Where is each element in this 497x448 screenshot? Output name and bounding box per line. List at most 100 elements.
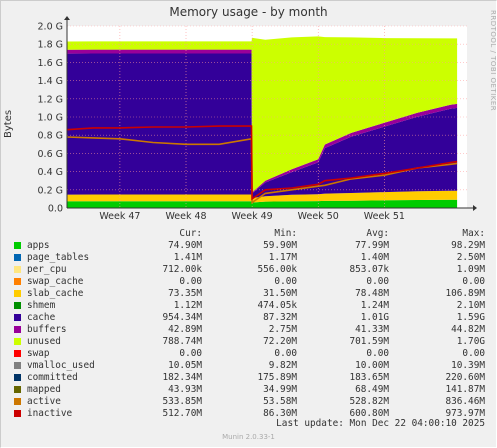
legend-min: 87.32M: [263, 312, 297, 323]
legend-max: 2.50M: [456, 252, 485, 263]
line-active: [66, 136, 458, 205]
legend-swatch: [14, 326, 21, 333]
legend-row-mapped: mapped 43.93M 34.99M 68.49M 141.87M: [0, 384, 497, 396]
legend-swatch: [14, 302, 21, 309]
legend-name: inactive: [27, 408, 73, 419]
legend-avg: 701.59M: [349, 336, 389, 347]
legend-swatch: [14, 386, 21, 393]
legend-swatch: [14, 314, 21, 321]
y-tick-label: 0.4 G: [38, 167, 64, 178]
y-tick-label: 0.2 G: [38, 185, 64, 196]
legend-header-max: Max:: [462, 228, 485, 239]
last-update: Last update: Mon Dec 22 04:00:10 2025: [276, 418, 485, 429]
legend-cur: 954.34M: [162, 312, 202, 323]
legend-avg: 1.01G: [360, 312, 389, 323]
y-tick-label: 1.0 G: [38, 113, 64, 124]
y-axis-arrow: [64, 16, 70, 20]
legend-row-per_cpu: per_cpu 712.00k 556.00k 853.07k 1.09M: [0, 264, 497, 276]
legend-cur: 533.85M: [162, 396, 202, 407]
x-tick-label: Week 48: [165, 211, 206, 222]
legend-name: cache: [27, 312, 56, 323]
legend-max: 2.10M: [456, 300, 485, 311]
legend-cur: 712.00k: [162, 264, 202, 275]
legend-row-shmem: shmem 1.12M 474.05k 1.24M 2.10M: [0, 300, 497, 312]
legend-max: 0.00: [462, 348, 485, 359]
legend-min: 0.00: [274, 348, 297, 359]
legend-cur: 42.89M: [168, 324, 202, 335]
legend-row-unused: unused 788.74M 72.20M 701.59M 1.70G: [0, 336, 497, 348]
legend-swatch: [14, 290, 21, 297]
legend-max: 0.00: [462, 276, 485, 287]
y-tick-label: 0.0: [48, 204, 63, 215]
rrdtool-credit: RRDTOOL / TOBI OETIKER: [489, 10, 497, 112]
legend-max: 836.46M: [445, 396, 485, 407]
legend-swatch: [14, 374, 21, 381]
legend-avg: 10.00M: [355, 360, 389, 371]
legend-avg: 528.82M: [349, 396, 389, 407]
legend-name: unused: [27, 336, 61, 347]
legend-min: 34.99M: [263, 384, 297, 395]
legend-swatch: [14, 410, 21, 417]
y-tick-label: 0.6 G: [38, 149, 64, 160]
legend-min: 9.82M: [268, 360, 297, 371]
legend-row-active: active 533.85M 53.58M 528.82M 836.46M: [0, 396, 497, 408]
legend-min: 556.00k: [257, 264, 297, 275]
legend-avg: 1.40M: [360, 252, 389, 263]
y-tick-label: 1.4 G: [38, 76, 64, 87]
legend-name: active: [27, 396, 61, 407]
legend-avg: 68.49M: [355, 384, 389, 395]
x-tick-label: Week 47: [99, 211, 140, 222]
legend-min: 474.05k: [257, 300, 297, 311]
legend-avg: 41.33M: [355, 324, 389, 335]
legend-swatch: [14, 398, 21, 405]
legend-header-cur: Cur:: [179, 228, 202, 239]
legend-cur: 0.00: [179, 276, 202, 287]
legend-header: Cur: Min: Avg: Max:: [0, 228, 497, 240]
legend-name: shmem: [27, 300, 56, 311]
legend-swatch: [14, 278, 21, 285]
legend-row-buffers: buffers 42.89M 2.75M 41.33M 44.82M: [0, 324, 497, 336]
legend-name: page_tables: [27, 252, 90, 263]
legend-swatch: [14, 338, 21, 345]
legend-avg: 853.07k: [349, 264, 389, 275]
legend-header-min: Min:: [274, 228, 297, 239]
legend-max: 10.39M: [451, 360, 485, 371]
y-tick-label: 2.0 G: [38, 22, 64, 33]
legend-min: 1.17M: [268, 252, 297, 263]
area-apps: [67, 199, 458, 208]
legend-avg: 183.65M: [349, 372, 389, 383]
legend-swatch: [14, 266, 21, 273]
legend-cur: 10.05M: [168, 360, 202, 371]
x-tick-label: Week 49: [232, 211, 273, 222]
legend-max: 973.97M: [445, 408, 485, 419]
legend-row-slab_cache: slab_cache 73.35M 31.50M 78.48M 106.89M: [0, 288, 497, 300]
legend-swatch: [14, 350, 21, 357]
legend-min: 59.90M: [263, 240, 297, 251]
legend-name: swap: [27, 348, 50, 359]
legend-header-avg: Avg:: [366, 228, 389, 239]
legend-swatch: [14, 242, 21, 249]
legend-name: committed: [27, 372, 78, 383]
legend-avg: 0.00: [366, 348, 389, 359]
legend-row-inactive: inactive 512.70M 86.30M 600.80M 973.97M: [0, 408, 497, 420]
legend-max: 1.70G: [456, 336, 485, 347]
legend-cur: 512.70M: [162, 408, 202, 419]
y-tick-label: 1.2 G: [38, 94, 64, 105]
y-tick-label: 1.8 G: [38, 40, 64, 51]
legend-row-committed: committed 182.34M 175.89M 183.65M 220.60M: [0, 372, 497, 384]
legend-row-swap: swap 0.00 0.00 0.00 0.00: [0, 348, 497, 360]
x-tick-label: Week 51: [364, 211, 405, 222]
x-axis-arrow: [473, 205, 477, 211]
legend-swatch: [14, 362, 21, 369]
legend-max: 98.29M: [451, 240, 485, 251]
legend-cur: 182.34M: [162, 372, 202, 383]
chart-title: Memory usage - by month: [169, 5, 328, 19]
area-cache: [67, 53, 458, 198]
legend-min: 72.20M: [263, 336, 297, 347]
y-tick-label: 0.8 G: [38, 131, 64, 142]
legend-max: 220.60M: [445, 372, 485, 383]
legend-min: 31.50M: [263, 288, 297, 299]
legend-max: 44.82M: [451, 324, 485, 335]
legend-max: 1.09M: [456, 264, 485, 275]
